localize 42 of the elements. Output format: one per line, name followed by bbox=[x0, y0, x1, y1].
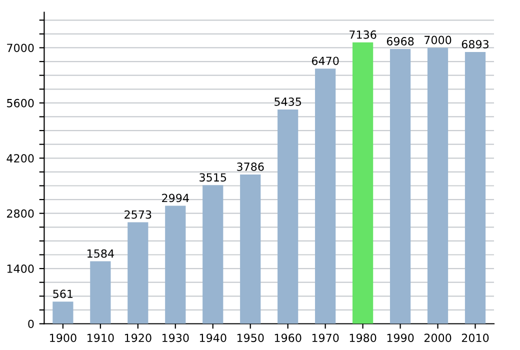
bar bbox=[240, 174, 261, 324]
data-label: 3786 bbox=[237, 162, 264, 171]
bar bbox=[90, 261, 111, 324]
data-label: 6893 bbox=[462, 40, 489, 48]
bar bbox=[390, 49, 411, 324]
x-tick-label: 2000 bbox=[424, 334, 452, 342]
y-tick-label: 5600 bbox=[7, 98, 34, 108]
data-label: 5435 bbox=[274, 98, 302, 106]
data-label: 1584 bbox=[88, 249, 114, 258]
bar bbox=[165, 206, 186, 324]
x-tick-label: 2010 bbox=[462, 334, 489, 342]
bar bbox=[352, 42, 374, 324]
y-tick-label: 4200 bbox=[6, 154, 34, 163]
bar bbox=[464, 52, 486, 324]
x-tick-label: 1950 bbox=[237, 334, 264, 342]
bar bbox=[52, 302, 74, 324]
x-tick-label: 1990 bbox=[387, 334, 414, 342]
data-label: 2573 bbox=[124, 210, 152, 219]
x-tick-label: 1930 bbox=[162, 334, 189, 342]
bar bbox=[278, 109, 298, 324]
x-tick-label: 1970 bbox=[312, 334, 339, 342]
data-label: 6968 bbox=[386, 37, 414, 46]
y-tick-label: 2800 bbox=[7, 209, 34, 218]
y-tick-label: 7000 bbox=[7, 44, 34, 52]
data-label: 561 bbox=[53, 290, 73, 298]
bar bbox=[427, 48, 448, 324]
data-label: 2994 bbox=[162, 194, 189, 202]
y-tick-label: 1400 bbox=[7, 264, 34, 273]
x-tick-label: 1920 bbox=[124, 334, 152, 342]
x-tick-label: 1910 bbox=[88, 334, 114, 342]
x-tick-label: 1980 bbox=[350, 334, 376, 342]
y-tick-label: 0 bbox=[28, 320, 34, 328]
bar bbox=[202, 185, 224, 324]
bar bbox=[128, 222, 148, 324]
data-label: 6470 bbox=[312, 56, 339, 66]
x-tick-label: 1940 bbox=[200, 334, 226, 342]
x-tick-label: 1900 bbox=[50, 334, 76, 342]
data-label: 7136 bbox=[350, 30, 376, 39]
bar bbox=[315, 68, 336, 324]
data-label: 3515 bbox=[200, 173, 226, 182]
x-tick-label: 1960 bbox=[274, 334, 302, 342]
data-label: 7000 bbox=[424, 36, 452, 44]
